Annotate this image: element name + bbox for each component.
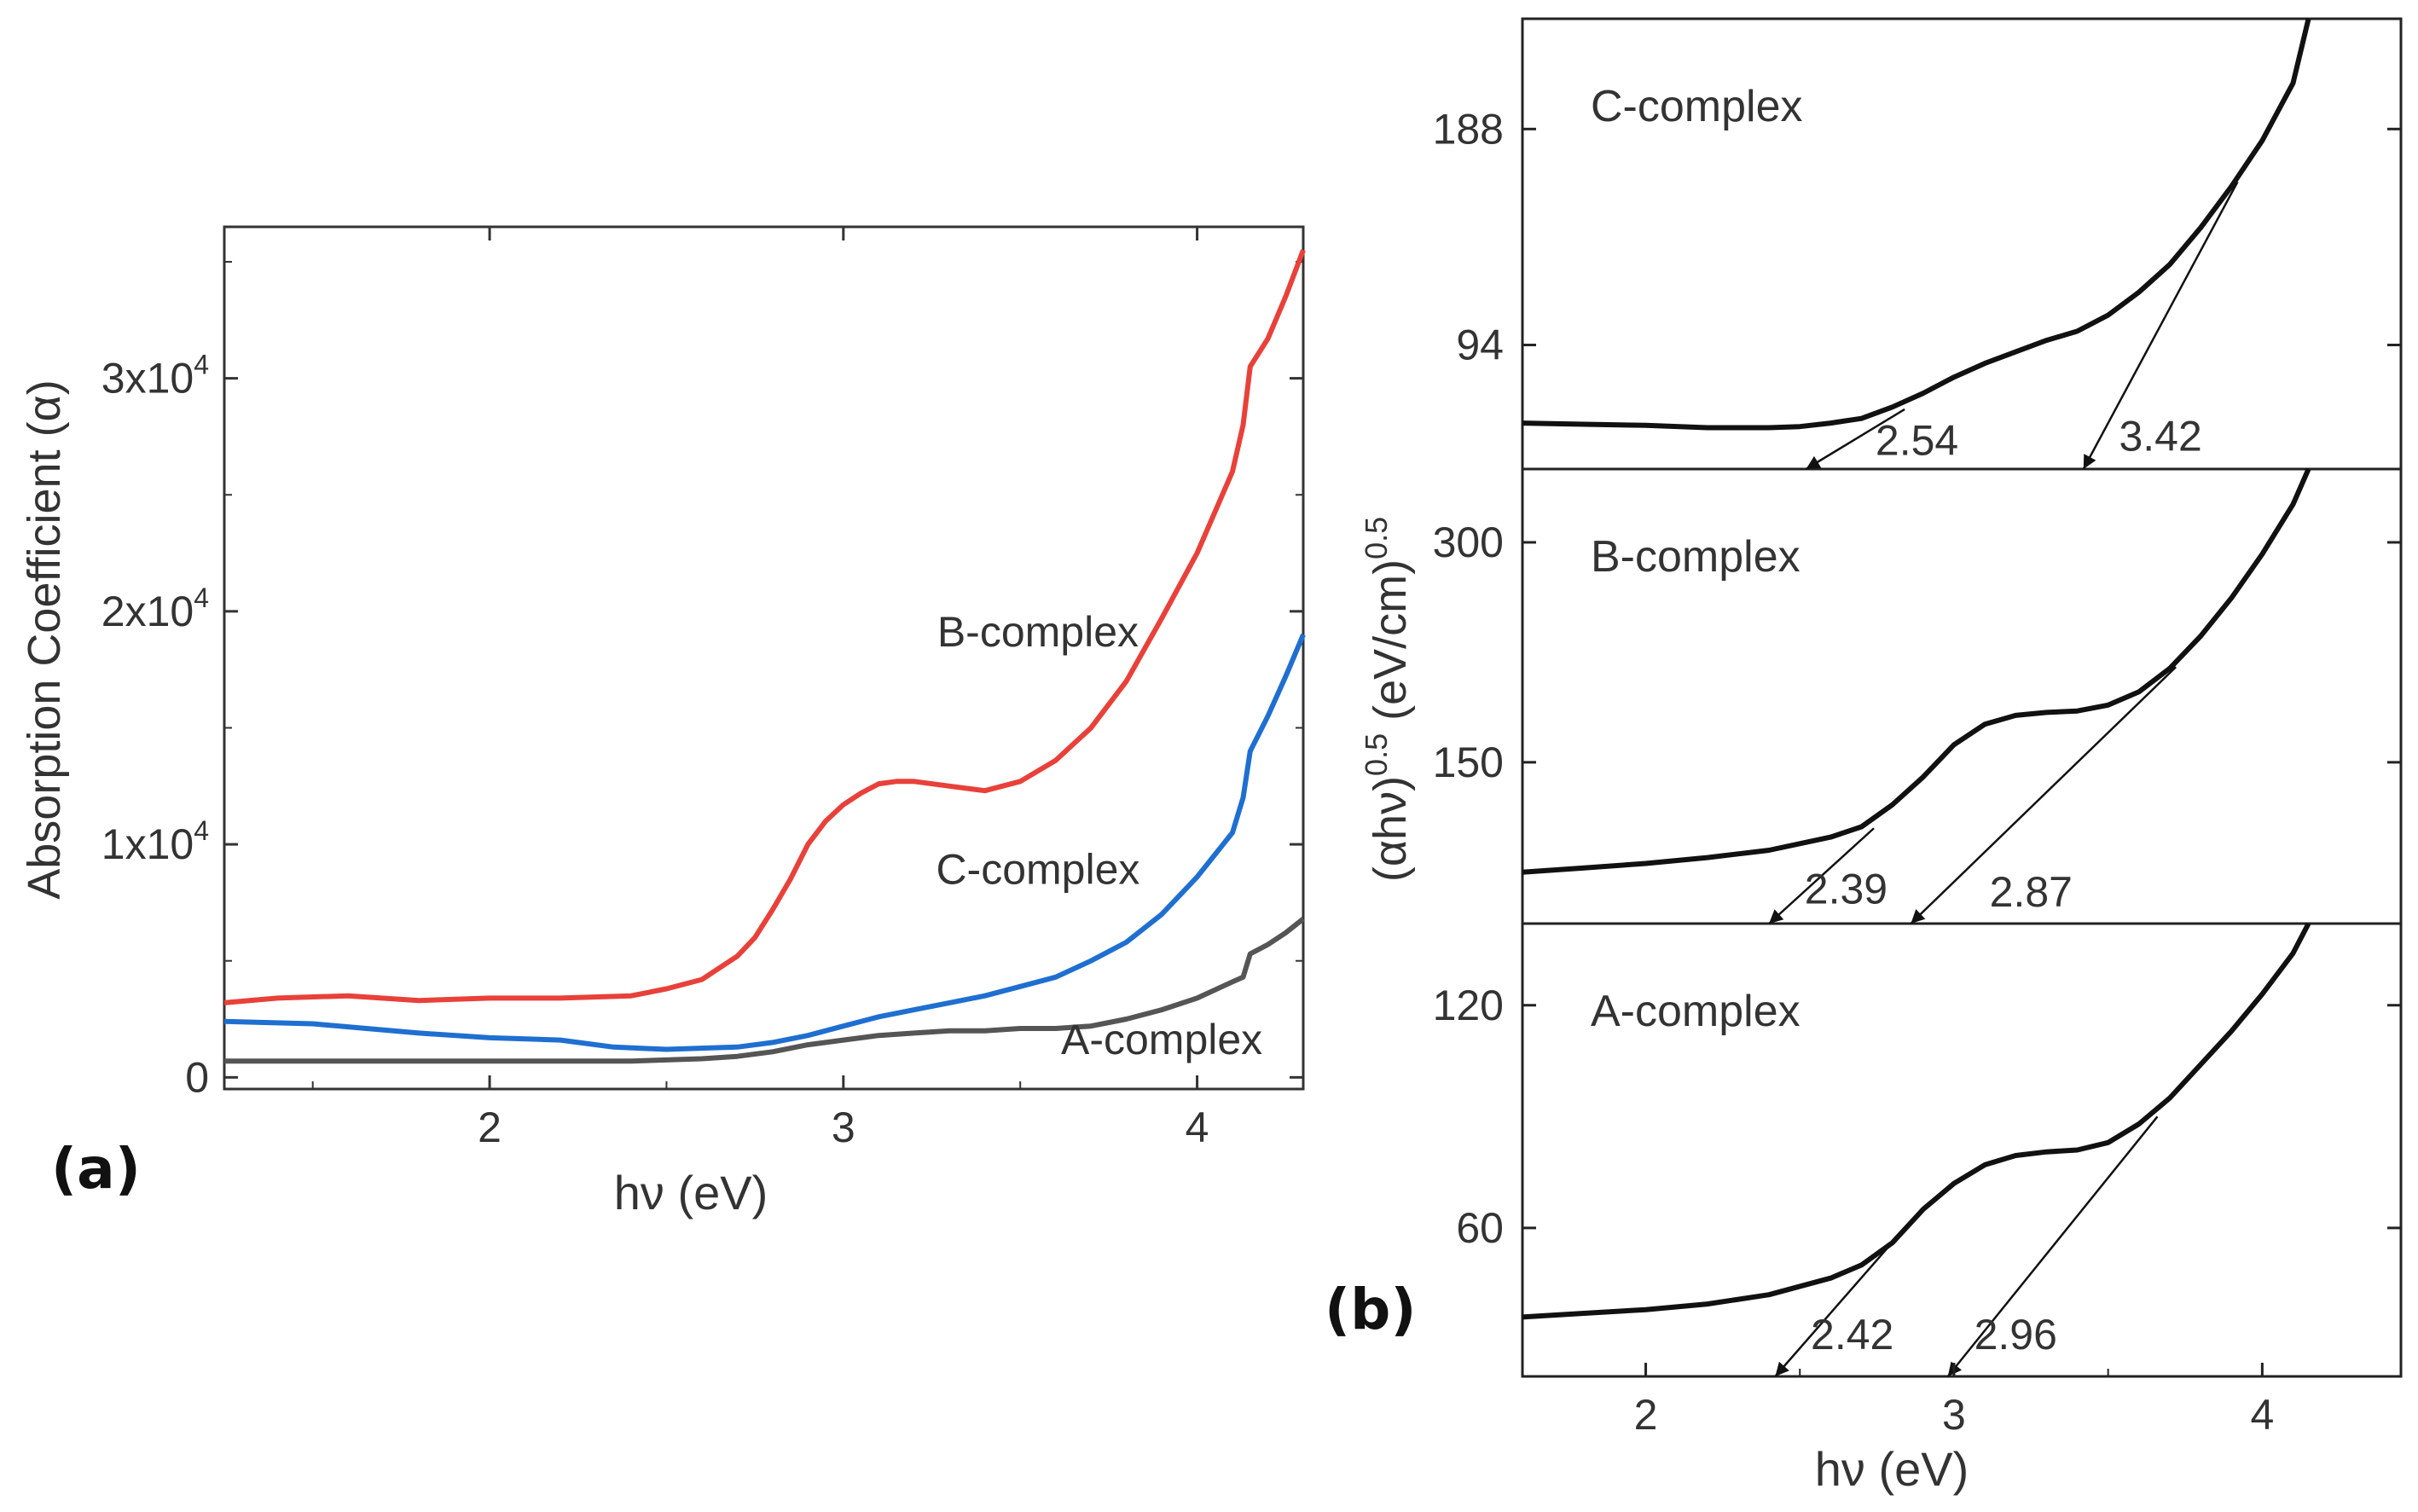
panel-b: 94 188 2.54 3.42 C-complex 150 300 2.39 2.87 B-c… [1325,17,2403,1496]
panel-b-ylabel-base: (αhν) [1365,776,1416,882]
panel-a-ytick-exponent: 4 [194,582,209,613]
bandgap-label-b-complex: 2.39 [1805,865,1887,912]
panel-a-series-labels: B-complex C-complex A-complex [936,608,1262,1063]
ytick-label-c-complex: 94 [1456,322,1504,369]
panel-b-plot-frame [1521,17,2403,1378]
fit-line-c-complex [1805,408,1905,471]
panel-a-ylabel: Absorption Coefficient (α) [19,379,70,900]
bandgap-label-a-complex: 2.42 [1811,1311,1893,1358]
panel-a-letter: (a) [51,1136,141,1202]
panel-b-ylabel: (αhν)0.5 (eV/cm)0.5 [1359,517,1416,882]
fit-arrowhead-c-complex [2083,454,2096,469]
series-label-c-complex: C-complex [936,846,1139,894]
panel-b-xtick-label: 3 [1942,1391,1966,1439]
subplot-title-b-complex: B-complex [1591,532,1800,582]
panel-a-plot-frame [223,225,1305,1091]
panel-b-letter: (b) [1325,1277,1417,1342]
fit-line-c-complex [2082,181,2239,470]
panel-a-ytick-label: 3x104 [101,350,209,403]
panel-a-ytick-label: 2x104 [101,582,209,635]
fit-line-a-complex [1774,1234,1899,1377]
panel-a-ytick-label: 1x104 [101,815,209,868]
panel-b-ylabel-exp1: 0.5 [1359,733,1394,776]
panel-a-xtick-label: 2 [478,1104,502,1151]
panel-a-ytick-exponent: 4 [194,815,209,846]
bandgap-label-a-complex: 2.96 [1974,1311,2057,1358]
series-label-b-complex: B-complex [937,608,1139,656]
panel-b-xtick-label: 4 [2250,1391,2274,1439]
panel-b-x-ticks: 2 3 4 [1634,1363,2274,1439]
series-line-b-complex [223,249,1306,1005]
fit-line-b-complex [1910,666,2177,924]
panel-a-xlabel: hν (eV) [614,1166,768,1219]
subplot-title-c-complex: C-complex [1591,82,1803,131]
ytick-label-b-complex: 300 [1433,518,1504,566]
panel-b-subplot-b-complex: 150 300 2.39 2.87 B-complex [1433,467,2401,924]
bandgap-label-c-complex: 3.42 [2119,412,2201,460]
fit-line-b-complex [1768,827,1875,924]
bandgap-label-c-complex: 2.54 [1876,417,1958,465]
series-label-a-complex: A-complex [1061,1016,1262,1063]
panel-b-xtick-label: 2 [1634,1391,1658,1439]
fit-arrowhead-c-complex [1806,455,1822,469]
panel-a: 2 3 4 0 1x104 2x104 3x104 B-complex C-complex A-… [19,225,1306,1219]
series-line-a-complex [1522,922,2311,1320]
ytick-label-b-complex: 150 [1433,739,1504,786]
fit-arrowhead-b-complex [1769,909,1784,924]
series-line-c-complex [223,634,1306,1052]
panel-b-subplot-c-complex: 94 188 2.54 3.42 C-complex [1433,18,2401,471]
ytick-label-a-complex: 120 [1433,982,1504,1029]
ytick-label-a-complex: 60 [1456,1204,1504,1252]
series-line-b-complex [1522,467,2311,875]
fit-arrowhead-a-complex [1775,1361,1789,1376]
fit-line-a-complex [1946,1115,2159,1377]
bandgap-label-b-complex: 2.87 [1990,868,2073,916]
series-line-c-complex [1522,18,2311,431]
panel-a-ytick-exponent: 4 [194,350,209,380]
ytick-label-c-complex: 188 [1433,105,1504,153]
panel-b-subplot-a-complex: 60 120 2.42 2.96 A-complex [1433,922,2401,1377]
panel-a-xtick-label: 3 [832,1104,855,1151]
panel-b-ylabel-exp2: 0.5 [1359,517,1394,559]
panel-a-ytick-label: 0 [185,1053,209,1101]
panel-b-ylabel-unit: (eV/cm) [1365,559,1416,733]
panel-b-xlabel: hν (eV) [1815,1442,1969,1496]
panel-a-xtick-label: 4 [1186,1104,1209,1151]
subplot-title-a-complex: A-complex [1591,987,1800,1036]
fit-arrowhead-b-complex [1911,909,1926,924]
series-line-a-complex [224,917,1305,1064]
panel-a-series [223,249,1306,1064]
panel-a-ticks: 2 3 4 0 1x104 2x104 3x104 [101,227,1303,1151]
